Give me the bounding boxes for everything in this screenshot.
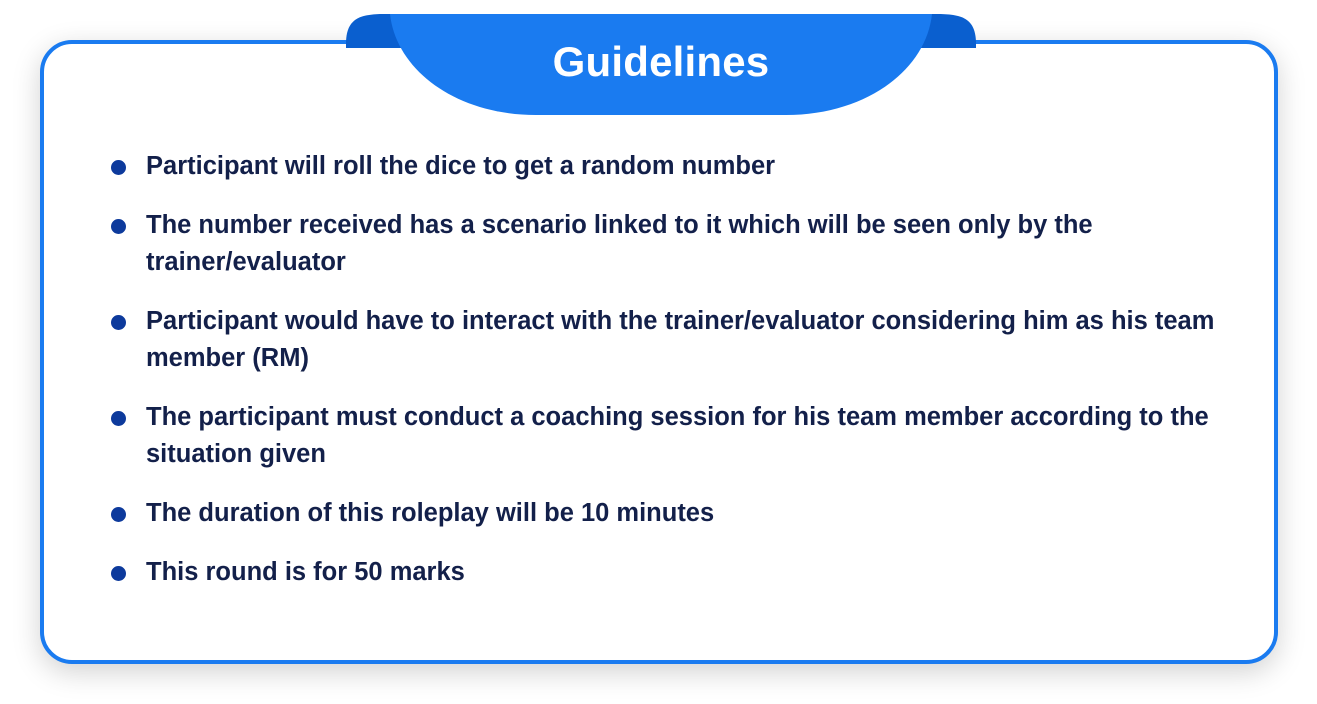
list-item: Participant would have to interact with … (110, 303, 1230, 377)
list-item-text: The number received has a scenario linke… (146, 211, 1093, 276)
list-item: This round is for 50 marks (110, 554, 1230, 591)
bullet-icon (111, 160, 126, 175)
list-item-text: This round is for 50 marks (146, 558, 465, 586)
list-item-text: The duration of this roleplay will be 10… (146, 499, 715, 527)
bullet-icon (111, 566, 126, 581)
list-item-text: The participant must conduct a coaching … (146, 403, 1209, 468)
page-title: Guidelines (552, 38, 770, 85)
list-item: The participant must conduct a coaching … (110, 399, 1230, 473)
guidelines-card (40, 40, 1278, 664)
bullet-icon (111, 219, 126, 234)
list-item: The duration of this roleplay will be 10… (110, 495, 1230, 532)
bullet-icon (111, 315, 126, 330)
header-tab (346, 0, 976, 118)
list-item: The number received has a scenario linke… (110, 207, 1230, 281)
bullet-icon (111, 411, 126, 426)
list-item-text: Participant would have to interact with … (146, 307, 1215, 372)
list-item: Participant will roll the dice to get a … (110, 148, 1230, 185)
bullet-icon (111, 507, 126, 522)
list-item-text: Participant will roll the dice to get a … (146, 152, 776, 180)
guidelines-list: Participant will roll the dice to get a … (110, 148, 1230, 591)
